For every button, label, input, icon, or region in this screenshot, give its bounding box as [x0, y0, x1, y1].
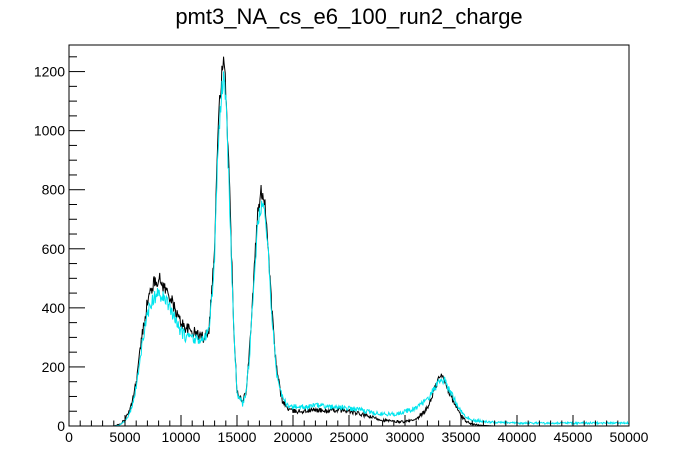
chart-title: pmt3_NA_cs_e6_100_run2_charge [175, 4, 522, 29]
y-tick-label: 200 [42, 359, 66, 375]
x-tick-label: 35000 [442, 429, 481, 445]
x-tick-label: 40000 [498, 429, 537, 445]
plot-frame [68, 44, 630, 427]
x-tick-label: 30000 [386, 429, 425, 445]
y-tick-label: 1200 [34, 64, 65, 80]
x-tick-label: 0 [65, 429, 73, 445]
series-line-2 [69, 71, 630, 427]
x-tick-label: 5000 [109, 429, 140, 445]
y-tick-label: 600 [42, 241, 66, 257]
y-tick-label: 0 [57, 418, 65, 434]
plot-frame-top [68, 44, 630, 427]
x-tick-label: 50000 [610, 429, 649, 445]
y-tick-label: 400 [42, 300, 66, 316]
x-tick-label: 20000 [274, 429, 313, 445]
x-tick-label: 45000 [554, 429, 593, 445]
x-tick-label: 25000 [330, 429, 369, 445]
plot-area: 0 5000 10000 15000 20000 25000 30000 35000 40000… [34, 44, 649, 445]
x-tick-label: 10000 [162, 429, 201, 445]
y-tick-label: 800 [42, 182, 66, 198]
x-tick-label: 15000 [218, 429, 257, 445]
series-line-1 [69, 56, 629, 427]
y-tick-label: 1000 [34, 123, 65, 139]
